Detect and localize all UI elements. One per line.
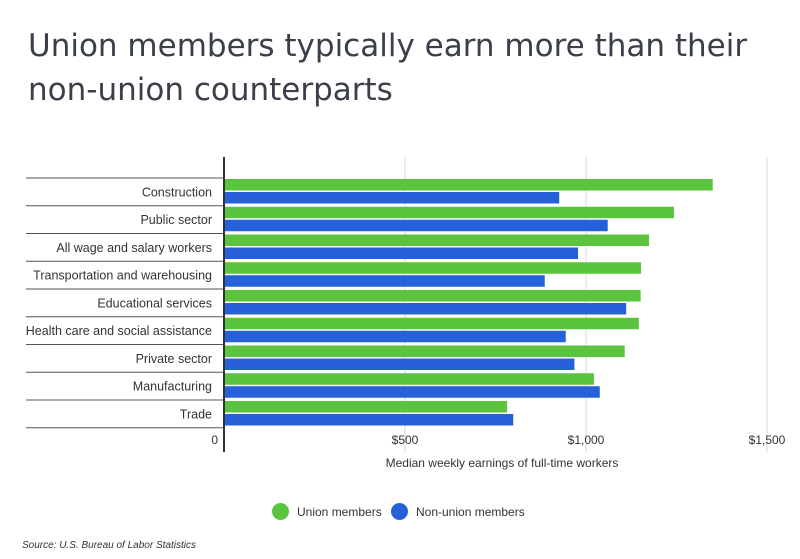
- x-tick-label: $1,000: [568, 433, 605, 447]
- x-axis-label: Median weekly earnings of full-time work…: [386, 456, 619, 470]
- category-label: All wage and salary workers: [56, 241, 212, 255]
- category-label: Educational services: [97, 296, 212, 310]
- bar-union: [224, 345, 625, 357]
- bar-nonunion: [224, 330, 566, 343]
- bar-nonunion: [224, 275, 545, 287]
- bar-union: [224, 234, 649, 246]
- bars: [224, 179, 713, 426]
- bar-union: [224, 262, 642, 274]
- legend-label-nonunion: Non-union members: [416, 504, 525, 519]
- category-label: Manufacturing: [133, 380, 212, 394]
- bar-union: [224, 373, 594, 385]
- x-axis-ticks: 0 $500 $1,000 $1,500: [211, 433, 785, 447]
- category-label: Transportation and warehousing: [33, 269, 212, 283]
- legend: Union members Non-union members: [0, 503, 800, 525]
- category-label: Trade: [180, 407, 212, 421]
- chart-title: Union members typically earn more than t…: [28, 28, 748, 108]
- bar-union: [224, 179, 713, 191]
- bar-union: [224, 290, 641, 302]
- category-label: Health care and social assistance: [26, 324, 212, 338]
- bar-chart: Construction Public sector All wage and sa…: [26, 157, 786, 470]
- bar-union: [224, 206, 674, 219]
- legend-item-union: Union members: [272, 503, 382, 520]
- x-tick-label: $1,500: [749, 433, 786, 447]
- x-tick-label: 0: [211, 433, 218, 447]
- bar-union: [224, 317, 639, 330]
- bar-nonunion: [224, 303, 627, 315]
- x-tick-label: $500: [392, 433, 419, 447]
- category-label: Private sector: [136, 352, 212, 366]
- bar-nonunion: [224, 192, 560, 204]
- source-note: Source: U.S. Bureau of Labor Statistics: [22, 540, 196, 551]
- union-swatch-icon: [272, 503, 289, 520]
- legend-item-nonunion: Non-union members: [391, 503, 525, 520]
- bar-union: [224, 401, 508, 413]
- bar-nonunion: [224, 414, 514, 426]
- bar-nonunion: [224, 247, 579, 259]
- bar-nonunion: [224, 386, 600, 398]
- category-label: Construction: [142, 185, 212, 199]
- category-rows: Construction Public sector All wage and sa…: [26, 177, 224, 429]
- nonunion-swatch-icon: [391, 503, 408, 520]
- category-label: Public sector: [140, 213, 212, 227]
- legend-label-union: Union members: [297, 504, 382, 519]
- bar-nonunion: [224, 219, 608, 232]
- bar-nonunion: [224, 358, 575, 370]
